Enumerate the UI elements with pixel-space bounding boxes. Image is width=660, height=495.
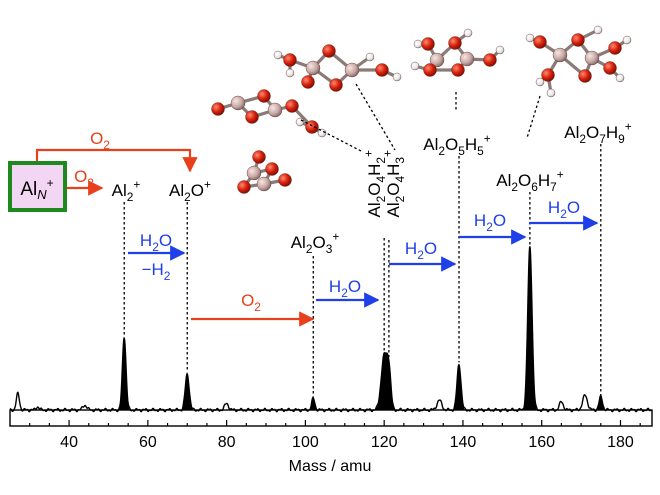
svg-text:Al2O+: Al2O+ xyxy=(169,177,211,203)
source-box-label: AlN+ xyxy=(20,176,53,202)
source-box: AlN+ xyxy=(8,161,67,212)
ion-label-al2o: Al2O+ xyxy=(169,177,211,203)
svg-text:H2O: H2O xyxy=(474,211,506,234)
ion-label-al2o3: Al2O3+ xyxy=(291,229,340,255)
x-tick-label: 140 xyxy=(450,434,477,451)
x-tick-label: 160 xyxy=(528,434,555,451)
reaction-h2o-h2: H2O−H2 xyxy=(128,231,186,283)
x-tick-label: 80 xyxy=(218,434,236,451)
reaction-h2o-3: H2O xyxy=(459,211,527,245)
ion-labels: Al2+ Al2O+Al2O3+Al2O4H2+Al2O4H3+ Al2O5H5+A… xyxy=(112,119,632,255)
x-tick-label: 100 xyxy=(292,434,319,451)
spectrum-line xyxy=(9,246,653,413)
svg-text:Al2O7H9+: Al2O7H9+ xyxy=(564,119,632,145)
x-axis-frame xyxy=(9,409,653,427)
peak-4 xyxy=(382,353,395,410)
svg-text:Al2O3+: Al2O3+ xyxy=(291,229,340,255)
molecule-al2o4h3 xyxy=(273,44,402,92)
ion-label-al2o5h5: Al2O5H5+ xyxy=(423,131,491,157)
ion-label-al2o6h7: Al2O6H7+ xyxy=(496,167,564,193)
svg-text:Al2O4H2+: Al2O4H2+ xyxy=(361,150,387,218)
source-box-frame xyxy=(8,161,67,212)
svg-text:−H2: −H2 xyxy=(142,260,171,283)
molecule-al2o5h5 xyxy=(410,28,505,77)
svg-text:Al2O5H5+: Al2O5H5+ xyxy=(423,131,491,157)
ion-label-al2: Al2+ xyxy=(112,177,141,203)
molecule-structures xyxy=(211,25,632,194)
reaction-h2o-2: H2O xyxy=(389,239,457,272)
leader-lines xyxy=(123,83,602,397)
molecule-leader-3 xyxy=(526,95,541,139)
reaction-h2o-1: H2O xyxy=(316,277,380,308)
molecule-leader-0 xyxy=(300,119,364,153)
x-tick-label: 40 xyxy=(60,434,78,451)
x-tick-label: 60 xyxy=(139,434,157,451)
ion-label-al2o4h3: Al2O4H3+ xyxy=(380,150,406,218)
svg-text:O2: O2 xyxy=(74,167,94,190)
x-axis-label: Mass / amu xyxy=(289,458,372,475)
molecule-leader-1 xyxy=(355,83,396,151)
molecule-al2o4h2 xyxy=(211,89,327,138)
x-tick-label: 120 xyxy=(371,434,398,451)
x-tick-label: 180 xyxy=(607,434,634,451)
reaction-o2-top: O2 xyxy=(35,129,198,173)
svg-text:O2: O2 xyxy=(241,291,261,314)
svg-text:H2O: H2O xyxy=(405,239,437,262)
svg-text:O2: O2 xyxy=(90,129,110,152)
reaction-arrow xyxy=(35,148,198,173)
reaction-o2-mid: O2 xyxy=(191,291,315,327)
reaction-h2o-4: H2O xyxy=(529,198,599,231)
svg-text:Al2O6H7+: Al2O6H7+ xyxy=(496,167,564,193)
svg-text:Al2O4H3+: Al2O4H3+ xyxy=(380,150,406,218)
svg-text:H2O: H2O xyxy=(329,277,361,300)
ion-label-al2o4h2: Al2O4H2+ xyxy=(361,150,387,218)
molecule-al2o3 xyxy=(237,150,292,194)
reaction-o2-short: O2 xyxy=(66,167,104,196)
svg-text:Al2+: Al2+ xyxy=(112,177,141,203)
spectrum-trace xyxy=(9,246,653,413)
ion-label-al2o7h9: Al2O7H9+ xyxy=(564,119,632,145)
molecule-al2o6h7 xyxy=(525,25,632,98)
x-axis: 40 60 80 100 120 140 160 180 Mass / amu xyxy=(9,409,653,475)
svg-text:H2O: H2O xyxy=(140,231,172,254)
svg-text:H2O: H2O xyxy=(548,198,580,221)
